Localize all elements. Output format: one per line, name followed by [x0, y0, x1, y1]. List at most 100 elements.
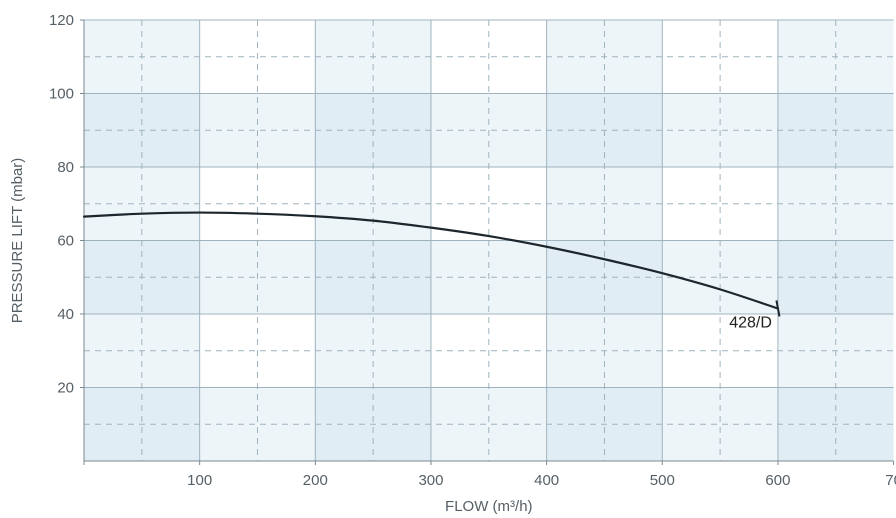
x-tick-label: 100 [187, 472, 212, 489]
band-cell [488, 20, 547, 57]
band-cell [315, 20, 374, 57]
band-cell [315, 130, 374, 167]
band-cell [604, 130, 663, 167]
band-cell [546, 203, 605, 241]
band-cell [141, 167, 200, 204]
band-cell [604, 167, 663, 204]
band-cell [546, 20, 605, 57]
x-axis-label: FLOW (m³/h) [445, 498, 533, 515]
band-cell [257, 277, 316, 314]
tick-labels: 100 200 300 400 500 600 70 20 40 60 80 100 120 [49, 12, 896, 489]
band-cell [84, 167, 142, 204]
band-cell [488, 350, 547, 388]
band-cell [662, 93, 721, 131]
band-cell [604, 314, 663, 351]
band-cell [141, 56, 200, 94]
band-cell [488, 314, 547, 351]
background-bands [84, 20, 894, 461]
series-label-428d: 428/D [729, 314, 772, 331]
band-cell [662, 130, 721, 167]
band-cell [546, 56, 605, 94]
band-cell [662, 314, 721, 351]
band-cell [835, 240, 894, 278]
band-cell [373, 314, 431, 351]
band-cell [141, 387, 200, 425]
band-cell [141, 20, 200, 57]
band-cell [662, 424, 721, 461]
band-cell [430, 56, 489, 94]
band-cell [84, 203, 142, 241]
band-cell [488, 277, 547, 314]
band-cell [141, 93, 200, 131]
x-tick-label: 300 [418, 472, 443, 489]
band-cell [199, 93, 258, 131]
x-tick-label: 70 [885, 472, 896, 489]
band-cell [777, 387, 836, 425]
band-cell [835, 387, 894, 425]
band-cell [720, 167, 778, 204]
band-cell [257, 56, 316, 94]
band-cell [199, 387, 258, 425]
band-cell [546, 387, 605, 425]
band-cell [430, 20, 489, 57]
band-cell [430, 167, 489, 204]
band-cell [257, 130, 316, 167]
band-cell [662, 277, 721, 314]
band-cell [546, 167, 605, 204]
band-cell [315, 314, 374, 351]
y-tick-label: 60 [57, 233, 74, 250]
band-cell [373, 277, 431, 314]
band-cell [604, 277, 663, 314]
band-cell [777, 20, 836, 57]
band-cell [315, 387, 374, 425]
band-cell [199, 314, 258, 351]
band-cell [315, 277, 374, 314]
band-cell [777, 93, 836, 131]
band-cell [835, 203, 894, 241]
band-cell [373, 167, 431, 204]
band-cell [84, 56, 142, 94]
band-cell [199, 20, 258, 57]
band-cell [373, 93, 431, 131]
band-cell [315, 56, 374, 94]
band-cell [777, 314, 836, 351]
band-cell [720, 20, 778, 57]
band-cell [315, 203, 374, 241]
band-cell [257, 314, 316, 351]
band-cell [777, 424, 836, 461]
band-cell [430, 424, 489, 461]
band-cell [604, 203, 663, 241]
band-cell [84, 387, 142, 425]
band-cell [84, 314, 142, 351]
band-cell [604, 424, 663, 461]
band-cell [546, 277, 605, 314]
y-tick-label: 80 [57, 159, 74, 176]
band-cell [84, 240, 142, 278]
band-cell [720, 387, 778, 425]
band-cell [835, 167, 894, 204]
band-cell [488, 130, 547, 167]
axes [80, 19, 895, 465]
band-cell [662, 203, 721, 241]
band-cell [315, 350, 374, 388]
band-cell [84, 93, 142, 131]
band-cell [835, 350, 894, 388]
band-cell [546, 130, 605, 167]
band-cell [315, 424, 374, 461]
band-cell [199, 240, 258, 278]
x-tick-label: 200 [303, 472, 328, 489]
band-cell [835, 130, 894, 167]
band-cell [835, 93, 894, 131]
band-cell [488, 240, 547, 278]
band-cell [835, 56, 894, 94]
band-cell [315, 167, 374, 204]
band-cell [720, 56, 778, 94]
band-cell [488, 203, 547, 241]
band-cell [604, 56, 663, 94]
series-group [82, 211, 781, 317]
band-cell [257, 350, 316, 388]
band-cell [141, 203, 200, 241]
band-cell [488, 424, 547, 461]
band-cell [777, 277, 836, 314]
